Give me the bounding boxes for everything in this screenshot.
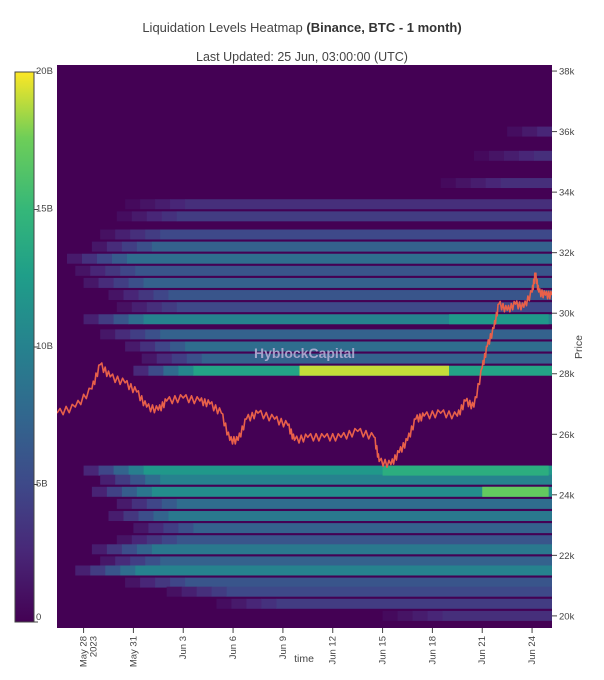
y-tick-label: 22k	[559, 551, 575, 562]
liquidation-band	[116, 302, 552, 313]
y-tick-label: 36k	[559, 127, 575, 138]
y-tick-label: 26k	[559, 430, 575, 441]
liquidation-band	[66, 253, 552, 264]
liquidation-band	[100, 229, 552, 240]
liquidation-band	[83, 277, 552, 288]
liquidation-band	[91, 486, 552, 497]
liquidation-band	[108, 511, 552, 521]
x-tick-label: Jun 12	[328, 636, 339, 665]
colorbar-tick-label: 5B	[36, 479, 48, 490]
hotspot-band	[449, 314, 549, 325]
liquidation-band	[100, 329, 552, 340]
x-tick-sublabel: 2023	[89, 636, 100, 657]
watermark: HyblockCapital	[254, 345, 355, 361]
hotspot-band	[482, 486, 549, 497]
liquidation-band	[166, 586, 552, 597]
x-tick-label: Jun 6	[228, 636, 239, 659]
price-line	[57, 272, 552, 468]
y-tick-label: 24k	[559, 490, 575, 501]
colorbar-tick-label: 20B	[36, 66, 53, 77]
hotspot-band	[299, 365, 450, 376]
liquidation-band	[125, 341, 552, 352]
liquidation-band	[75, 265, 552, 276]
hotspot-band	[382, 465, 549, 476]
liquidation-band	[83, 465, 552, 476]
colorbar-ticks: 0 5B 10B 15B 20B	[34, 66, 53, 623]
x-axis-ticks: May 28 2023 May 31 Jun 3 Jun 6 Jun 9 Jun 12 Jun…	[79, 628, 538, 667]
x-tick-label: Jun 21	[477, 636, 488, 665]
y-tick-label: 20k	[559, 611, 575, 622]
liquidation-bands	[66, 126, 552, 621]
liquidation-band	[116, 498, 552, 509]
liquidation-band	[440, 178, 552, 189]
liquidation-band	[473, 150, 552, 161]
liquidation-band	[116, 211, 552, 222]
liquidation-band	[100, 474, 552, 485]
y-tick-label: 28k	[559, 369, 575, 380]
liquidation-band	[75, 565, 552, 576]
liquidation-band	[507, 126, 552, 137]
liquidation-band	[133, 523, 552, 534]
liquidation-band	[382, 610, 552, 621]
colorbar	[14, 71, 35, 623]
y-tick-label: 30k	[559, 309, 575, 320]
liquidation-band	[91, 241, 552, 252]
x-tick-label: Jun 18	[427, 636, 438, 665]
x-tick-label: May 28	[79, 636, 90, 667]
x-tick-label: May 31	[128, 636, 139, 667]
y-axis-ticks: 20k 22k 24k 26k 28k 30k 32k 34k 36k 38k	[552, 67, 575, 622]
liquidation-band	[91, 544, 552, 555]
x-tick-label: Jun 15	[378, 636, 389, 665]
y-tick-label: 34k	[559, 188, 575, 199]
colorbar-tick-label: 15B	[36, 204, 53, 215]
liquidation-band	[100, 556, 552, 567]
y-tick-label: 32k	[559, 248, 575, 259]
chart-title: Liquidation Levels Heatmap (Binance, BTC…	[142, 20, 462, 35]
x-tick-label: Jun 3	[178, 636, 189, 659]
colorbar-tick-label: 10B	[36, 341, 53, 352]
chart-subtitle: Last Updated: 25 Jun, 03:00:00 (UTC)	[196, 50, 408, 64]
colorbar-tick-label: 0	[36, 612, 41, 623]
liquidation-band	[125, 577, 552, 588]
liquidation-band	[216, 598, 552, 609]
liquidation-band	[125, 199, 552, 210]
liquidation-band	[83, 314, 552, 325]
y-axis-title: Price	[573, 335, 585, 359]
liquidation-band	[108, 290, 552, 301]
liquidation-band	[141, 353, 552, 364]
x-tick-label: Jun 9	[278, 636, 289, 659]
x-axis-title: time	[294, 653, 314, 665]
liquidation-band	[116, 535, 552, 546]
y-tick-label: 38k	[559, 67, 575, 78]
x-tick-label: Jun 24	[527, 636, 538, 665]
